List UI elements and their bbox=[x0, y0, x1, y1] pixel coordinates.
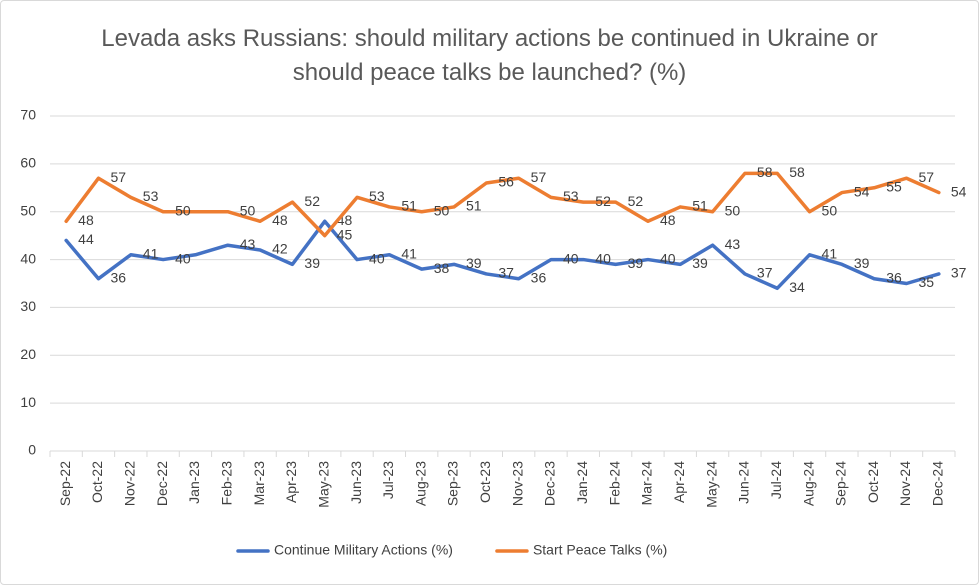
x-tick-label: Nov-24 bbox=[897, 461, 913, 506]
data-label: 42 bbox=[272, 241, 288, 257]
x-tick-label: Aug-24 bbox=[800, 461, 816, 506]
data-label: 39 bbox=[304, 255, 320, 271]
data-label: 51 bbox=[692, 198, 708, 214]
data-label: 52 bbox=[304, 193, 320, 209]
x-tick-label: Mar-24 bbox=[639, 461, 655, 506]
data-label: 43 bbox=[240, 236, 256, 252]
data-label: 39 bbox=[628, 255, 644, 271]
x-tick-label: Jun-23 bbox=[348, 461, 364, 504]
x-tick-label: Feb-23 bbox=[218, 461, 234, 506]
x-tick-label: May-24 bbox=[703, 461, 719, 508]
x-tick-label: Jul-23 bbox=[380, 461, 396, 499]
data-label: 36 bbox=[110, 269, 126, 285]
data-label: 53 bbox=[563, 188, 579, 204]
x-tick-label: Jan-24 bbox=[574, 461, 590, 504]
data-label: 57 bbox=[919, 169, 935, 185]
data-label: 50 bbox=[240, 202, 256, 218]
data-label: 48 bbox=[78, 212, 94, 228]
x-tick-label: Jan-23 bbox=[186, 461, 202, 504]
data-label: 35 bbox=[919, 274, 935, 290]
x-tick-label: Feb-24 bbox=[606, 461, 622, 506]
data-label: 37 bbox=[757, 265, 773, 281]
series-line bbox=[64, 171, 941, 238]
data-label: 37 bbox=[951, 265, 967, 281]
data-label: 40 bbox=[563, 250, 579, 266]
series-line bbox=[64, 219, 941, 291]
y-tick-label: 0 bbox=[28, 442, 36, 458]
data-label: 53 bbox=[143, 188, 159, 204]
x-tick-label: Jul-24 bbox=[768, 461, 784, 499]
data-label: 51 bbox=[401, 198, 417, 214]
data-label: 36 bbox=[886, 269, 902, 285]
data-label: 40 bbox=[660, 250, 676, 266]
data-label: 44 bbox=[78, 231, 94, 247]
data-label: 36 bbox=[531, 269, 547, 285]
data-label: 40 bbox=[595, 250, 611, 266]
x-tick-label: Oct-22 bbox=[89, 461, 105, 503]
data-label: 38 bbox=[434, 260, 450, 276]
data-label: 50 bbox=[175, 202, 191, 218]
x-tick-label: Mar-23 bbox=[251, 461, 267, 506]
data-label: 50 bbox=[725, 202, 741, 218]
data-label: 40 bbox=[369, 250, 385, 266]
x-tick-label: Apr-23 bbox=[283, 461, 299, 503]
data-label: 51 bbox=[466, 198, 482, 214]
x-tick-label: Nov-23 bbox=[509, 461, 525, 506]
y-tick-label: 40 bbox=[20, 250, 36, 266]
x-tick-label: Dec-23 bbox=[542, 461, 558, 506]
data-label: 39 bbox=[854, 255, 870, 271]
y-tick-label: 20 bbox=[20, 346, 36, 362]
data-label: 58 bbox=[789, 164, 805, 180]
y-tick-label: 50 bbox=[20, 202, 36, 218]
data-label: 56 bbox=[498, 174, 514, 190]
data-label: 37 bbox=[498, 265, 514, 281]
x-tick-label: Jun-24 bbox=[736, 461, 752, 504]
data-label: 58 bbox=[757, 164, 773, 180]
data-label: 43 bbox=[725, 236, 741, 252]
data-label: 50 bbox=[822, 202, 838, 218]
y-tick-label: 30 bbox=[20, 298, 36, 314]
data-label: 39 bbox=[466, 255, 482, 271]
data-label: 48 bbox=[660, 212, 676, 228]
x-tick-label: Dec-24 bbox=[930, 461, 946, 506]
data-label: 52 bbox=[628, 193, 644, 209]
data-label: 41 bbox=[401, 245, 417, 261]
data-label: 39 bbox=[692, 255, 708, 271]
x-tick-label: Dec-22 bbox=[154, 461, 170, 506]
data-label: 52 bbox=[595, 193, 611, 209]
x-tick-label: Nov-22 bbox=[122, 461, 138, 506]
data-label: 40 bbox=[175, 250, 191, 266]
legend-label: Start Peace Talks (%) bbox=[533, 542, 667, 558]
y-tick-label: 60 bbox=[20, 155, 36, 171]
y-tick-label: 70 bbox=[20, 107, 36, 123]
x-tick-label: Aug-23 bbox=[412, 461, 428, 506]
data-label: 53 bbox=[369, 188, 385, 204]
x-tick-label: Sep-22 bbox=[57, 461, 73, 506]
data-label: 45 bbox=[337, 226, 353, 242]
data-label: 55 bbox=[886, 178, 902, 194]
data-label: 41 bbox=[143, 245, 159, 261]
data-label: 54 bbox=[951, 183, 967, 199]
x-tick-label: May-23 bbox=[315, 461, 331, 508]
data-label: 34 bbox=[789, 279, 805, 295]
x-tick-label: Apr-24 bbox=[671, 461, 687, 503]
legend-label: Continue Military Actions (%) bbox=[274, 542, 453, 558]
data-label: 57 bbox=[110, 169, 126, 185]
x-tick-label: Oct-23 bbox=[477, 461, 493, 503]
data-label: 41 bbox=[822, 245, 838, 261]
x-tick-label: Sep-24 bbox=[833, 461, 849, 506]
data-label: 54 bbox=[854, 183, 870, 199]
data-label: 48 bbox=[272, 212, 288, 228]
data-label: 50 bbox=[434, 202, 450, 218]
y-tick-label: 10 bbox=[20, 394, 36, 410]
data-label: 57 bbox=[531, 169, 547, 185]
x-tick-label: Oct-24 bbox=[865, 461, 881, 503]
chart-title: Levada asks Russians: should military ac… bbox=[101, 25, 878, 86]
x-tick-label: Sep-23 bbox=[445, 461, 461, 506]
